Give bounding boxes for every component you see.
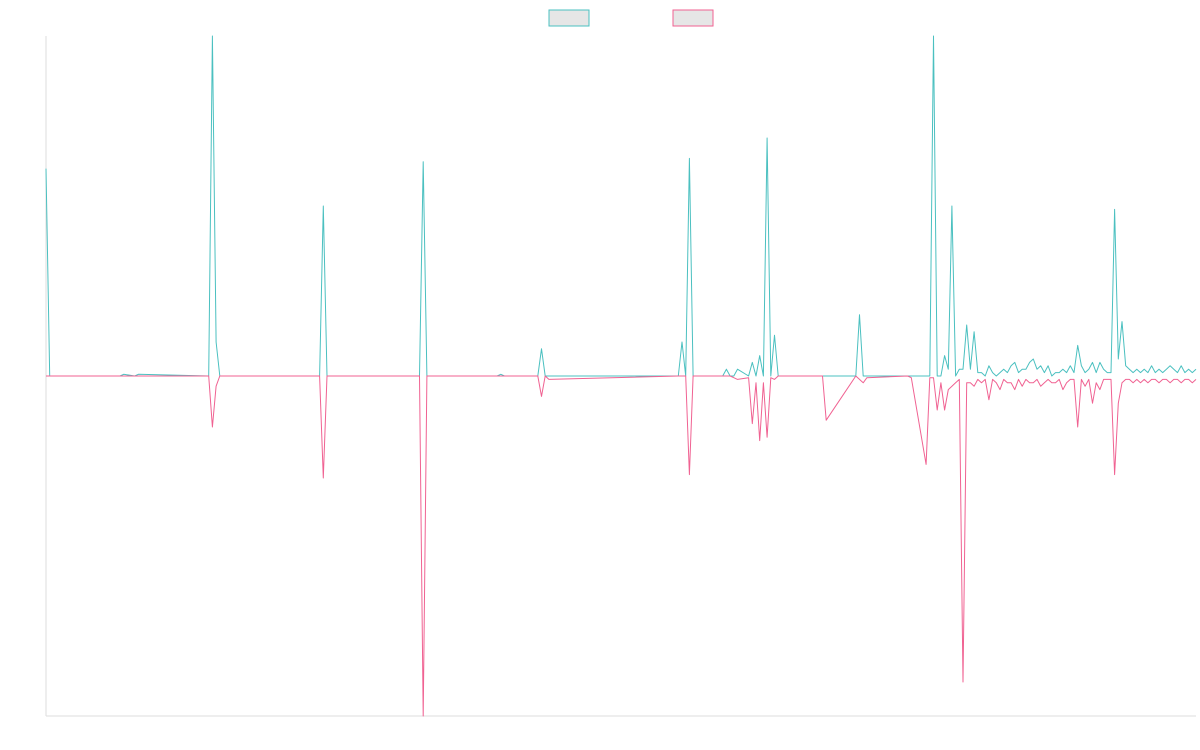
series-line-1 <box>45 35 1197 377</box>
legend-swatch-2[interactable] <box>672 9 714 27</box>
legend[interactable] <box>548 9 714 27</box>
series-line-2 <box>46 375 1197 717</box>
series-layer <box>45 35 1197 717</box>
legend-swatch-1[interactable] <box>548 9 590 27</box>
